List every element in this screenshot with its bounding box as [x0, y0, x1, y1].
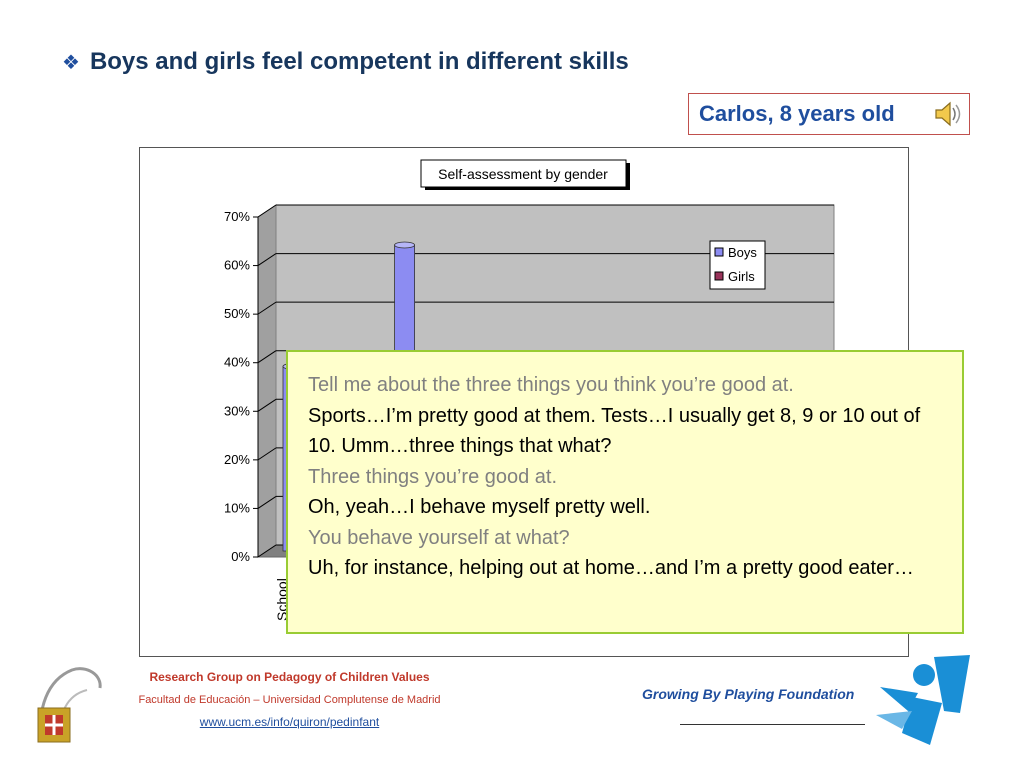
slide-title: Boys and girls feel competent in differe…	[89, 48, 629, 75]
legend-swatch	[714, 247, 724, 257]
bar-cap	[394, 241, 416, 249]
y-tick-label: 0%	[231, 549, 250, 564]
website-link[interactable]: www.ucm.es/info/quiron/pedinfant	[199, 715, 380, 729]
audio-clip-box[interactable]: Carlos, 8 years old	[688, 93, 970, 135]
chart-title-box	[420, 159, 627, 188]
y-tick-label: 60%	[224, 258, 250, 273]
chart-title: Self-assessment by gender	[438, 166, 608, 182]
child-answer: Sports…I’m pretty good at them. Tests…I …	[308, 404, 921, 458]
gridline-side	[257, 350, 277, 364]
gridline-side	[257, 544, 277, 558]
slide-title-row: ❖ Boys and girls feel competent in diffe…	[62, 48, 629, 76]
child-answer: Oh, yeah…I behave myself pretty well.	[308, 496, 651, 518]
university-seal-icon	[37, 667, 102, 743]
y-tick-label: 30%	[224, 403, 250, 418]
interview-quote-box: Tell me about the three things you think…	[286, 350, 964, 634]
interviewer-question: Three things you’re good at.	[308, 465, 558, 488]
y-tick-label: 40%	[224, 355, 250, 370]
legend-label: Girls	[728, 269, 755, 284]
speaker-icon[interactable]	[931, 98, 963, 130]
gridline-side	[257, 447, 277, 461]
gridline-side	[257, 204, 277, 218]
gridline-side	[257, 301, 277, 315]
child-answer: Uh, for instance, helping out at home…an…	[308, 557, 914, 579]
y-tick-label: 10%	[224, 500, 250, 515]
plot-side-wall	[257, 204, 277, 558]
y-tick-label: 70%	[224, 209, 250, 224]
research-group-footer: Research Group on Pedagogy of Children V…	[112, 670, 467, 729]
chart-legend: Boys Girls	[709, 240, 766, 290]
gridline-side	[257, 398, 277, 412]
legend-label: Boys	[728, 245, 757, 260]
y-tick-label: 50%	[224, 306, 250, 321]
interviewer-question: You behave yourself at what?	[308, 526, 570, 549]
bullet-icon: ❖	[62, 50, 80, 74]
faculty-name: Facultad de Educación – Universidad Comp…	[138, 694, 441, 706]
research-group-name: Research Group on Pedagogy of Children V…	[149, 670, 430, 684]
gridline-side	[257, 496, 277, 509]
divider	[680, 724, 865, 725]
foundation-name: Growing By Playing Foundation	[642, 686, 855, 702]
speaker-label: Carlos, 8 years old	[699, 101, 895, 126]
legend-swatch	[714, 271, 724, 281]
interviewer-question: Tell me about the three things you think…	[308, 374, 794, 396]
jumping-figure-icon	[876, 655, 970, 745]
gridline-side	[257, 253, 277, 266]
y-tick-label: 20%	[224, 452, 250, 467]
